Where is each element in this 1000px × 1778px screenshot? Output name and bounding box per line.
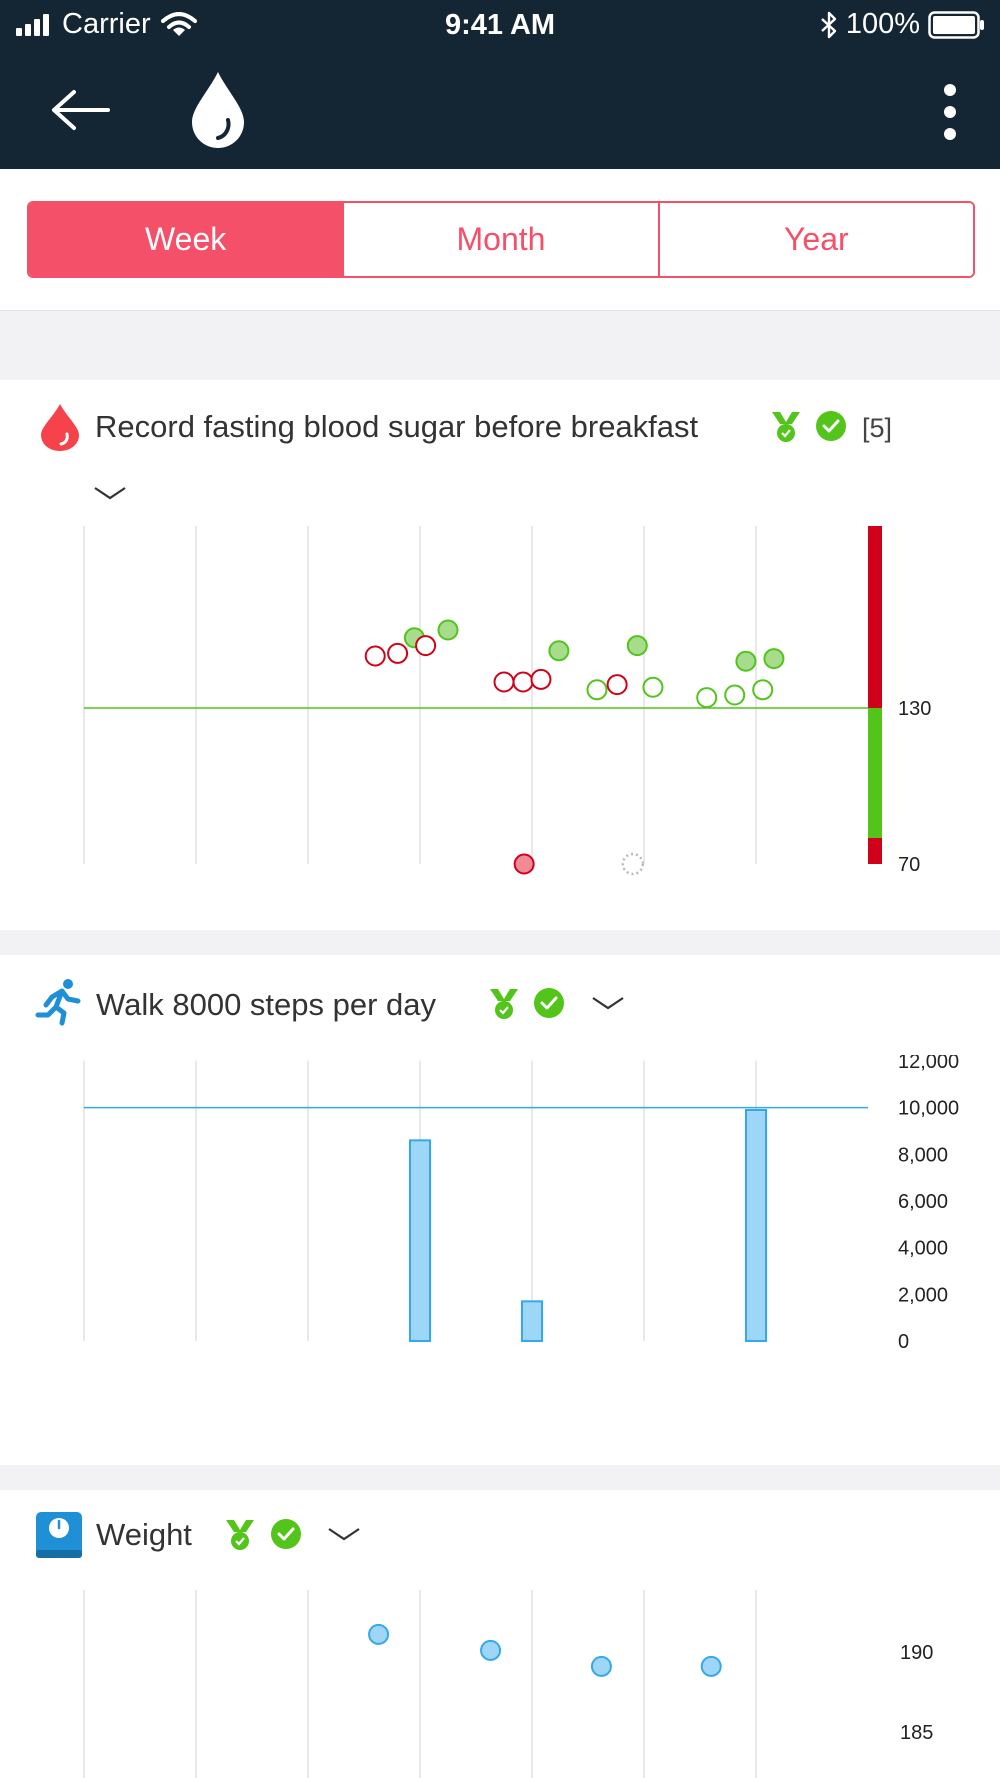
clock: 9:41 AM [444, 9, 556, 41]
range-bar-segment [868, 838, 882, 864]
data-point [752, 679, 774, 701]
more-vertical-icon[interactable] [930, 82, 970, 142]
data-point [590, 1655, 612, 1677]
range-bar-segment [868, 708, 882, 838]
scale-icon [36, 1512, 82, 1558]
tab-month[interactable]: Month [344, 203, 660, 276]
step-bar [409, 1139, 431, 1343]
wifi-icon [160, 11, 197, 36]
medal-icon [772, 412, 800, 442]
status-bar: Carrier 9:41 AM 100% [0, 0, 1000, 52]
chevron-down-icon[interactable] [92, 483, 128, 503]
data-point [415, 635, 437, 657]
tab-week[interactable]: Week [29, 203, 345, 276]
data-point [606, 674, 628, 696]
medal-icon [490, 989, 518, 1019]
data-point [513, 853, 535, 875]
data-point [700, 1655, 722, 1677]
carrier-label: Carrier [62, 8, 151, 40]
signal-icon [16, 13, 49, 36]
battery-percent: 100% [845, 8, 920, 40]
running-icon [35, 979, 81, 1026]
record-count: [5] [862, 413, 893, 443]
y-tick-label: 10,000 [898, 1098, 959, 1120]
blood-drop-icon [41, 404, 79, 451]
y-tick-label: 6,000 [898, 1191, 948, 1213]
check-circle-icon [534, 988, 564, 1018]
blood-sugar-chart: 130 70 [83, 526, 931, 876]
y-tick-label: 8,000 [898, 1144, 948, 1166]
data-point [763, 648, 785, 670]
data-point [368, 1623, 390, 1645]
data-point [735, 650, 757, 672]
range-bar-segment [868, 526, 882, 708]
period-selector-bar: Week Month Year [0, 169, 1000, 311]
back-arrow-icon[interactable] [46, 82, 142, 138]
data-point [437, 619, 459, 641]
bluetooth-icon [821, 11, 837, 38]
data-point [642, 676, 664, 698]
weight-chart: 190 185 [83, 1590, 933, 1778]
data-point [493, 671, 515, 693]
check-circle-icon [271, 1519, 301, 1549]
loading-spinner-icon [621, 852, 645, 876]
data-point [530, 668, 552, 690]
weight-card: Weight 190 185 [0, 1490, 1000, 1778]
data-point [480, 1639, 502, 1661]
data-point [626, 635, 648, 657]
battery-icon [928, 10, 984, 39]
steps-chart: 12,000 10,000 8,000 6,000 4,000 2,000 0 [83, 1055, 959, 1353]
steps-card: Walk 8000 steps per day 12,000 10,000 8,00… [0, 955, 1000, 1465]
blood-sugar-card: Record fasting blood sugar before breakf… [0, 380, 1000, 930]
drop-icon [192, 72, 244, 148]
y-tick-label: 4,000 [898, 1238, 948, 1260]
y-tick-label: 12,000 [898, 1055, 959, 1073]
check-circle-icon [816, 411, 846, 441]
data-point [586, 679, 608, 701]
chevron-down-icon[interactable] [590, 993, 626, 1013]
y-tick-label: 130 [898, 698, 931, 720]
data-point [724, 684, 746, 706]
blood-sugar-title: Record fasting blood sugar before breakf… [95, 409, 699, 444]
y-tick-label: 0 [898, 1331, 909, 1353]
step-bar [745, 1109, 767, 1342]
y-tick-label: 2,000 [898, 1284, 948, 1306]
weight-title: Weight [96, 1517, 192, 1552]
period-segmented-control: Week Month Year [27, 201, 975, 278]
step-bar [521, 1300, 543, 1342]
chevron-down-icon[interactable] [326, 1524, 362, 1544]
tab-year[interactable]: Year [659, 203, 973, 276]
nav-bar [0, 52, 1000, 169]
data-point [364, 645, 386, 667]
data-point [696, 687, 718, 709]
data-point [548, 640, 570, 662]
y-tick-label: 190 [900, 1642, 933, 1664]
steps-title: Walk 8000 steps per day [96, 987, 437, 1022]
medal-icon [226, 1520, 254, 1550]
y-tick-label: 185 [900, 1722, 933, 1744]
data-point [512, 671, 534, 693]
data-point [387, 642, 409, 664]
y-tick-label: 70 [898, 854, 920, 876]
